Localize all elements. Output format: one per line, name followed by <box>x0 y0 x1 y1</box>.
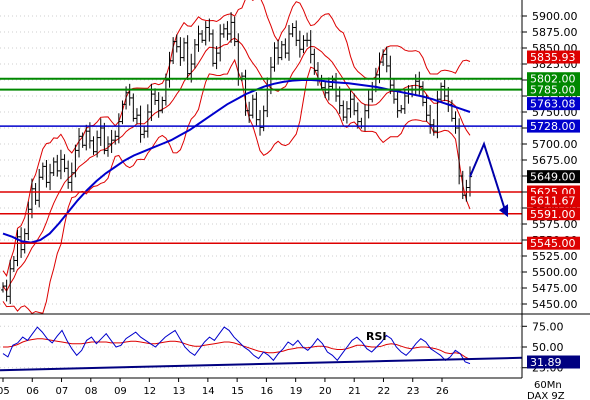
bollinger-upper <box>2 0 471 277</box>
bollinger-middle <box>2 37 471 293</box>
price-tick-label: 5700.00 <box>532 138 578 151</box>
rsi-average-line <box>3 338 471 360</box>
rsi-trendline <box>0 356 523 372</box>
date-label: 23 <box>407 386 420 397</box>
level-badge <box>527 236 580 250</box>
level-badge <box>527 194 580 208</box>
symbol-label: DAX 9Z <box>527 391 565 400</box>
date-label: 21 <box>348 386 361 397</box>
date-label: 15 <box>231 386 244 397</box>
date-label: 05 <box>0 386 10 397</box>
price-tick-label: 5875.00 <box>532 26 578 39</box>
main-plot-area <box>0 0 522 314</box>
level-badge <box>527 72 580 86</box>
rsi-tick-label: 50.00 <box>532 341 564 354</box>
date-label: 12 <box>143 386 156 397</box>
date-label: 06 <box>26 386 39 397</box>
date-label: 13 <box>173 386 186 397</box>
forecast-arrow-line <box>469 141 507 214</box>
price-tick-label: 5900.00 <box>532 10 578 23</box>
rsi-line <box>2 326 471 365</box>
current-price-badge <box>527 170 580 184</box>
date-label: 07 <box>56 386 69 397</box>
level-badge-label: 5728.00 <box>530 120 576 133</box>
level-badge <box>527 97 580 111</box>
price-tick-label: 5450.00 <box>532 298 578 311</box>
date-axis: 05 06 07 08 09 12 13 14 15 16 19 20 21 22 23 26 <box>0 378 449 397</box>
price-tick-label: 5475.00 <box>532 282 578 295</box>
price-tick-label: 5500.00 <box>532 266 578 279</box>
date-label: 22 <box>377 386 390 397</box>
level-badge-label: 5835.93 <box>530 51 576 64</box>
level-lines <box>0 77 522 244</box>
price-tick-label: 5525.00 <box>532 250 578 263</box>
current-price-label: 5649.00 <box>530 171 576 184</box>
level-badge-label: 5545.00 <box>530 237 576 250</box>
timeframe-label: 60Mn <box>534 380 562 391</box>
date-label: 08 <box>85 386 98 397</box>
rsi-tick-label: 75.00 <box>532 320 564 333</box>
level-badge <box>527 83 580 97</box>
date-label: 14 <box>202 386 215 397</box>
rsi-value-label: 31.89 <box>530 356 562 369</box>
date-label: 09 <box>114 386 127 397</box>
level-badge-label: 5591.00 <box>530 208 576 221</box>
level-badge-label: 5611.67 <box>530 195 576 208</box>
price-tick-label: 5575.00 <box>532 218 578 231</box>
rsi-label: RSI <box>366 330 387 343</box>
level-badge <box>527 207 580 221</box>
date-label: 20 <box>319 386 332 397</box>
level-badge-label: 5785.00 <box>530 84 576 97</box>
date-label: 16 <box>260 386 273 397</box>
price-gridlines <box>0 15 522 305</box>
forecast-arrow <box>469 141 508 218</box>
rsi-value-badge <box>527 355 580 369</box>
price-tick-label: 5675.00 <box>532 154 578 167</box>
level-badge <box>527 50 580 64</box>
forecast-arrow-head <box>499 204 508 218</box>
level-badge-label: 5802.00 <box>530 73 576 86</box>
date-label: 26 <box>436 386 449 397</box>
level-badge <box>527 119 580 133</box>
level-badge-label: 5763.08 <box>530 98 576 111</box>
level-badges: 5835.935802.005785.005763.085728.005625.… <box>527 50 580 250</box>
date-label: 19 <box>290 386 303 397</box>
